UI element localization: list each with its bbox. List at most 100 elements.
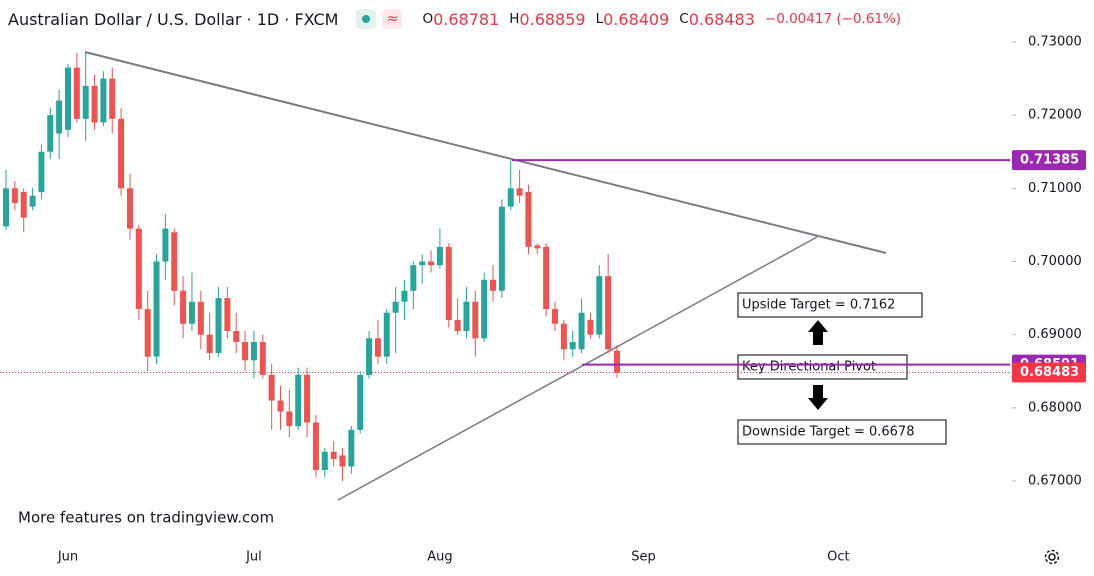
candle-body: [490, 279, 497, 291]
candle-body: [250, 342, 257, 361]
candle-body: [569, 342, 576, 350]
candle-body: [543, 246, 550, 310]
y-tick-label: 0.73000: [1028, 35, 1082, 50]
candle-body: [188, 301, 195, 324]
legend-value: 0.68859: [519, 9, 586, 29]
candle-body: [215, 298, 222, 353]
candle-body: [242, 342, 249, 361]
candle-body: [100, 78, 107, 123]
candle-body: [463, 301, 470, 332]
candle-body: [560, 323, 567, 350]
candle-body: [171, 232, 178, 291]
arrow-down: [808, 385, 828, 410]
annotation: Downside Target = 0.6678: [742, 425, 914, 440]
candle-body: [233, 331, 240, 342]
candle-body: [525, 192, 532, 247]
candle-body: [268, 374, 275, 401]
annotation-box: [737, 292, 923, 318]
title: Australian Dollar / U.S. Dollar · 1D · F…: [8, 9, 339, 29]
candle-body: [481, 279, 488, 339]
candle-body: [472, 301, 479, 339]
candle-body: [445, 246, 452, 321]
candle-body: [498, 206, 505, 291]
candle-body: [135, 228, 142, 310]
x-tick-label: Aug: [427, 550, 452, 565]
candle-body: [295, 374, 302, 427]
candle-body: [11, 188, 18, 203]
candle-body: [153, 261, 160, 357]
footer: More features on tradingview.com: [18, 509, 274, 527]
annotation-box: [737, 354, 908, 380]
header: Australian Dollar / U.S. Dollar · 1D · F…: [8, 9, 901, 29]
candle-body: [516, 188, 523, 196]
arrow-up: [808, 320, 828, 345]
candle-body: [605, 276, 612, 350]
candle-body: [374, 338, 381, 357]
annotation: Upside Target = 0.7162: [742, 298, 895, 313]
annotation: Key Directional Pivot: [742, 360, 876, 375]
candle-body: [454, 320, 461, 332]
trend-line: [337, 236, 818, 501]
candle-body: [312, 422, 319, 471]
settings-icon[interactable]: [1044, 549, 1060, 565]
candle-body: [383, 312, 390, 357]
candle-body: [109, 78, 116, 119]
y-tick-label: 0.67000: [1028, 474, 1082, 489]
candle-body: [277, 400, 284, 412]
legend-label: L: [595, 11, 604, 27]
candle-body: [534, 245, 541, 249]
y-tick-label: 0.71000: [1028, 181, 1082, 196]
legend-label: C: [679, 11, 689, 27]
candle-body: [436, 246, 443, 266]
candle-body: [507, 188, 514, 207]
candle-body: [304, 374, 311, 423]
y-tick-label: 0.69000: [1028, 327, 1082, 342]
candle-body: [118, 118, 125, 189]
x-tick-label: Jul: [245, 550, 262, 565]
candle-body: [401, 290, 408, 302]
last-price-label: 0.68483: [1020, 365, 1079, 380]
candle-body: [56, 100, 63, 134]
candle-body: [64, 67, 71, 130]
status-icon[interactable]: [356, 9, 377, 29]
candle-body: [144, 309, 151, 357]
candle-body: [224, 298, 231, 332]
candle-body: [348, 429, 355, 467]
compare-icon[interactable]: ≈: [382, 9, 403, 29]
candle-body: [3, 188, 9, 227]
last-price-box: [1012, 362, 1086, 383]
candle-body: [578, 312, 585, 350]
candle-body: [197, 301, 204, 335]
y-tick-label: 0.70000: [1028, 254, 1082, 269]
legend-label: O: [422, 11, 434, 27]
legend-value: 0.68409: [603, 9, 670, 29]
candle-body: [180, 290, 187, 324]
x-tick-label: Oct: [827, 550, 849, 565]
candle-body: [366, 338, 373, 375]
candle-body: [162, 228, 169, 262]
candle-body: [392, 301, 399, 313]
candle-body: [29, 195, 36, 207]
candle-body: [419, 261, 426, 266]
candle-body: [552, 309, 559, 324]
candle-body: [596, 276, 603, 335]
candle-body: [321, 451, 328, 471]
candle-body: [206, 334, 213, 353]
annotation-box: [737, 419, 947, 445]
candle-body: [410, 265, 417, 291]
candle-body: [259, 342, 266, 375]
x-tick-label: Jun: [57, 550, 78, 565]
candle-body: [286, 411, 293, 427]
legend-value: 0.68781: [433, 9, 500, 29]
y-tick-label: 0.72000: [1028, 108, 1082, 123]
candle-body: [73, 67, 80, 119]
candle-body: [330, 451, 337, 460]
candle-body: [47, 115, 54, 152]
level-label-box: [1012, 150, 1086, 171]
candle-body: [357, 374, 364, 430]
x-tick-label: Sep: [631, 550, 656, 565]
trend-line: [84, 51, 887, 254]
legend-change: −0.00417 (−0.61%): [764, 11, 902, 27]
